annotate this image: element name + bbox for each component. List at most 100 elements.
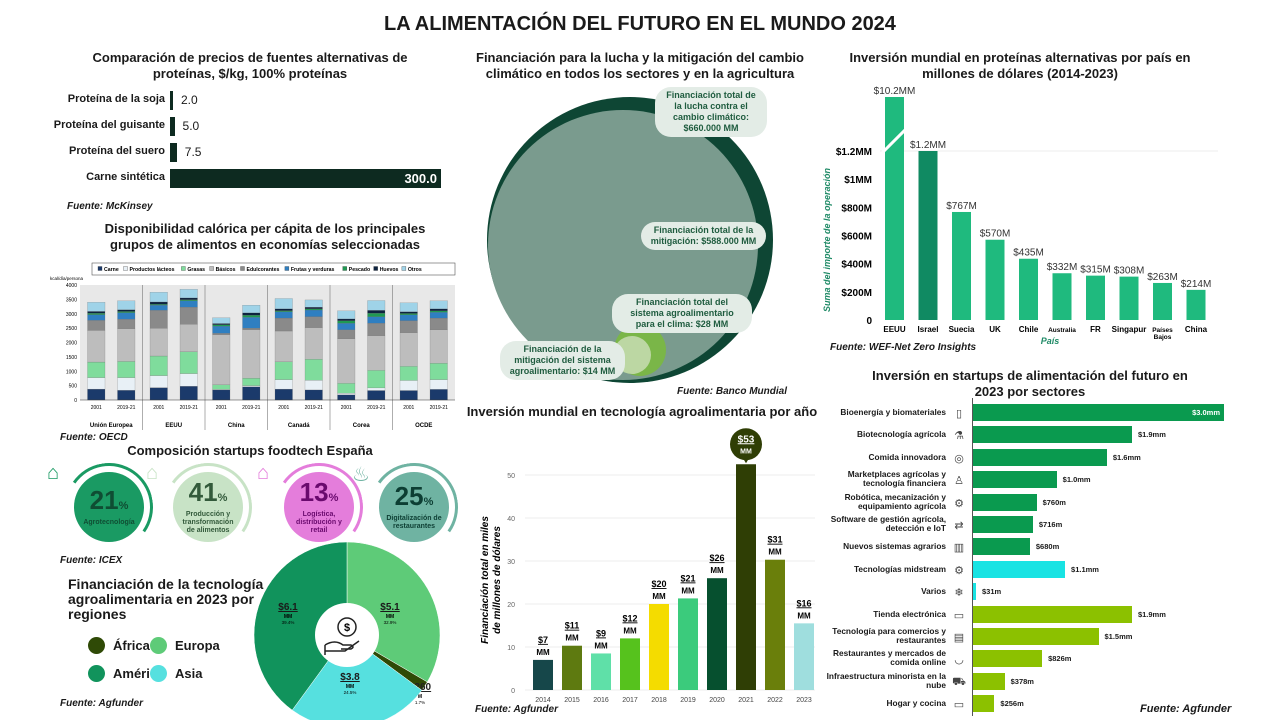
- bar-value: 5.0: [182, 119, 200, 133]
- y-tick: 4000: [66, 283, 77, 289]
- factory-icon: ⌂: [146, 462, 159, 484]
- axis-break: [878, 123, 912, 157]
- y-tick: $200M: [841, 288, 872, 299]
- bar-unit: MM: [536, 648, 550, 657]
- stack-segment: [87, 313, 106, 315]
- x-tick: Países: [1152, 327, 1173, 334]
- stack-segment: [179, 307, 198, 325]
- stack-segment: [337, 338, 356, 384]
- calories-source: Fuente: OECD: [60, 432, 128, 443]
- sector-icon: ⇄: [954, 520, 964, 532]
- bar-unit: MM: [710, 566, 724, 575]
- y-tick: 40: [507, 516, 515, 523]
- bar-value: $11: [565, 621, 580, 631]
- farm-icon: ⌂: [47, 462, 60, 484]
- bar-unit: MM: [681, 586, 695, 595]
- stack-segment: [274, 310, 293, 312]
- year-bar: [794, 623, 814, 690]
- sector-icon: ▭: [953, 609, 965, 622]
- stack-segment: [87, 377, 106, 390]
- legend-dot: [88, 665, 105, 682]
- country-bar: [1052, 273, 1072, 320]
- bar-value: $826m: [1048, 654, 1072, 664]
- bar: [170, 143, 177, 162]
- y-tick: $800M: [841, 203, 872, 214]
- stack-segment: [304, 307, 323, 309]
- stack-segment: [304, 309, 323, 317]
- sector-label: Tecnologías midstream: [853, 563, 946, 574]
- stack-segment: [87, 314, 106, 321]
- x-tick: FR: [1090, 325, 1101, 334]
- sector-icon: ⚙: [954, 564, 964, 577]
- bar-unit: MM: [594, 641, 608, 650]
- sector-label: Software de gestión agrícola, detección …: [830, 514, 946, 533]
- country-bar: [1119, 276, 1139, 320]
- stack-segment: [304, 308, 323, 311]
- stack-segment: [242, 385, 261, 387]
- bar-label: Carne sintética: [86, 171, 165, 183]
- countries-source: Fuente: WEF-Net Zero Insights: [830, 342, 977, 353]
- stack-segment: [242, 305, 261, 313]
- sector-bar: [973, 426, 1132, 444]
- bar-value: $435M: [1013, 248, 1044, 259]
- years-chart: 0 10 20 30 40 50 Financiación total en milesde…: [480, 428, 815, 704]
- percent-value: 13%: [300, 479, 339, 511]
- y-tick: 20: [507, 602, 515, 609]
- bar-value: $21: [680, 573, 695, 583]
- stack-segment: [274, 298, 293, 309]
- year-bar: [591, 653, 611, 690]
- stack-segment: [179, 373, 198, 387]
- slice-unit: MM: [284, 614, 292, 620]
- percent-number: 41: [188, 477, 218, 507]
- x-tick: 2023: [796, 697, 812, 704]
- bar-value: $12: [622, 613, 637, 623]
- climate-source: Fuente: Banco Mundial: [677, 386, 787, 397]
- legend-swatch: [97, 266, 103, 271]
- stack-segment: [304, 359, 323, 381]
- sector-label: Varios: [921, 586, 946, 597]
- slice-value: $260: [409, 682, 432, 693]
- slice-unit: MM: [346, 684, 354, 690]
- y-tick: 500: [69, 384, 78, 390]
- y-tick: 0: [511, 688, 515, 695]
- stack-segment: [399, 314, 418, 321]
- x-tick: UK: [989, 325, 1001, 334]
- stack-segment: [179, 386, 198, 401]
- stack-segment: [304, 316, 323, 328]
- store-icon: ⌂: [257, 462, 270, 484]
- y-tick: 0: [74, 398, 77, 404]
- stack-segment: [212, 334, 231, 385]
- stack-segment: [149, 310, 168, 329]
- category-label: Agrotecnología: [83, 519, 135, 526]
- legend-swatch: [373, 266, 378, 271]
- legend-swatch: [181, 266, 186, 271]
- bar: [170, 91, 173, 110]
- bubble-label: Financiación de la mitigación del sistem…: [500, 341, 625, 380]
- years-source: Fuente: Agfunder: [475, 704, 558, 715]
- x-tick: 2021: [738, 697, 754, 704]
- stack-segment: [117, 300, 136, 310]
- stack-segment: [429, 389, 448, 401]
- bar: [170, 169, 441, 188]
- percent-value: 21%: [90, 487, 129, 519]
- slice-percent: 24.5%: [344, 690, 357, 695]
- years-title: Inversión mundial en tecnología agroalim…: [466, 404, 818, 419]
- bar-value: $1.2MM: [910, 140, 946, 151]
- bar-value: $7: [538, 635, 548, 645]
- legend-label: Huevos: [380, 267, 399, 273]
- sector-label: Bioenergía y biomateriales: [840, 407, 946, 417]
- sector-icon: ⚙: [954, 497, 964, 510]
- group-label: OCDE: [415, 423, 432, 429]
- country-bar: [1086, 275, 1105, 320]
- stack-segment: [87, 361, 106, 378]
- slice-percent: 39.4%: [282, 620, 295, 625]
- y-tick: 2500: [66, 326, 77, 332]
- slice-value: $5.1: [380, 602, 400, 613]
- axis-line: [972, 398, 973, 716]
- bar-value: $53: [738, 434, 755, 445]
- sector-bar: [973, 516, 1033, 533]
- sector-bar: [973, 628, 1099, 645]
- stack-segment: [242, 315, 261, 318]
- bar-value: $263M: [1147, 272, 1178, 283]
- percent-sign: %: [423, 496, 434, 508]
